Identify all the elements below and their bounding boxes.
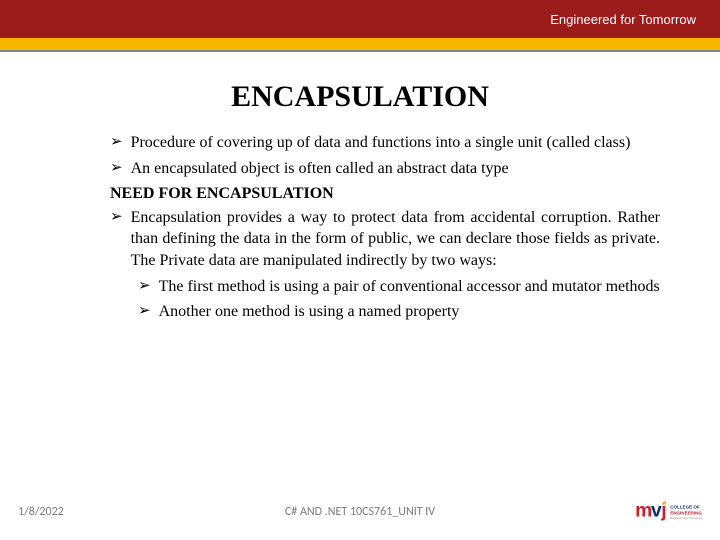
svg-text:m: m xyxy=(635,501,652,522)
yellow-strip xyxy=(0,38,720,52)
svg-text:COLLEGE OF: COLLEGE OF xyxy=(670,505,700,510)
bullet-text: Encapsulation provides a way to protect … xyxy=(131,207,660,272)
header-bar: Engineered for Tomorrow xyxy=(0,0,720,38)
arrow-icon: ➢ xyxy=(138,276,151,298)
bullet-item: ➢ An encapsulated object is often called… xyxy=(110,158,660,180)
svg-text:Engineered for Tomorrow: Engineered for Tomorrow xyxy=(670,516,702,520)
svg-text:v: v xyxy=(651,501,662,522)
arrow-icon: ➢ xyxy=(138,301,151,323)
tagline: Engineered for Tomorrow xyxy=(550,12,696,27)
bullet-item: ➢ The first method is using a pair of co… xyxy=(110,276,660,298)
arrow-icon: ➢ xyxy=(110,132,123,154)
logo: m v j COLLEGE OF ENGINEERING Engineered … xyxy=(634,494,702,530)
college-logo-icon: m v j COLLEGE OF ENGINEERING Engineered … xyxy=(634,494,702,530)
sub-heading: NEED FOR ENCAPSULATION xyxy=(110,183,660,205)
bullet-item: ➢ Procedure of covering up of data and f… xyxy=(110,132,660,154)
bullet-text: Procedure of covering up of data and fun… xyxy=(131,132,660,154)
bullet-text: The first method is using a pair of conv… xyxy=(159,276,660,298)
svg-text:ENGINEERING: ENGINEERING xyxy=(670,510,702,515)
bullet-item: ➢ Encapsulation provides a way to protec… xyxy=(110,207,660,272)
bullet-text: Another one method is using a named prop… xyxy=(159,301,660,323)
page-title: ENCAPSULATION xyxy=(0,80,720,114)
footer-date: 1/8/2022 xyxy=(18,505,64,519)
arrow-icon: ➢ xyxy=(110,158,123,180)
footer-center: C# AND .NET 10CS761_UNIT IV xyxy=(285,505,435,519)
arrow-icon: ➢ xyxy=(110,207,123,272)
bullet-text: An encapsulated object is often called a… xyxy=(131,158,660,180)
footer: 1/8/2022 C# AND .NET 10CS761_UNIT IV m v… xyxy=(0,494,720,530)
slide-content: ➢ Procedure of covering up of data and f… xyxy=(0,132,720,323)
bullet-item: ➢ Another one method is using a named pr… xyxy=(110,301,660,323)
